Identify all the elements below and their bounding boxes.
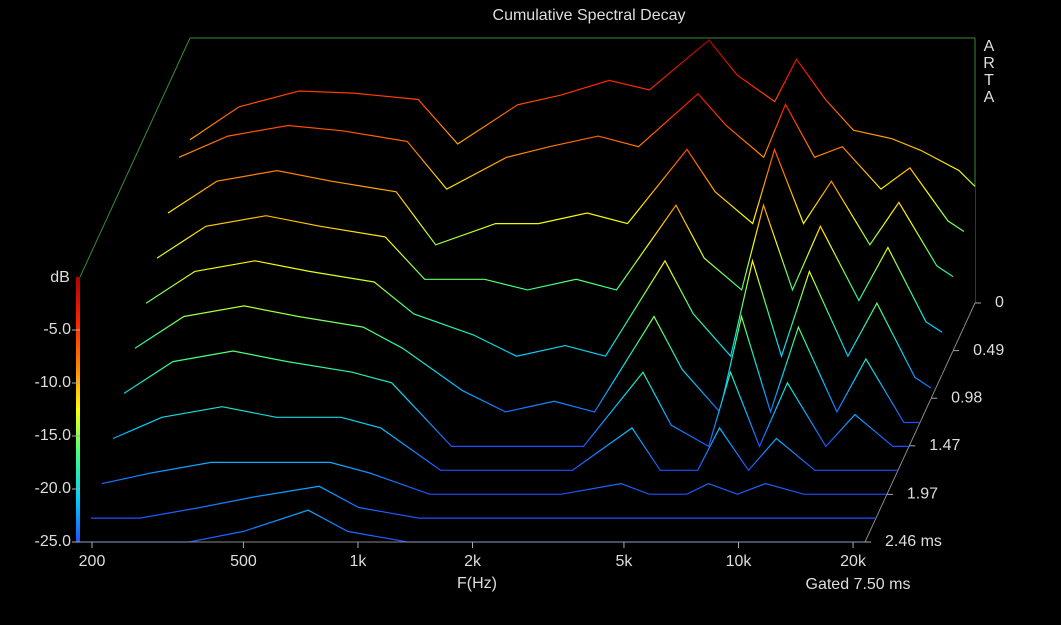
colorbar xyxy=(76,277,80,542)
z-tick-label: 1.47 xyxy=(929,437,960,454)
x-tick-label: 2k xyxy=(464,553,482,570)
y-tick-label: -20.0 xyxy=(35,480,72,497)
y-axis-label: dB xyxy=(50,269,70,286)
slice-line xyxy=(156,203,943,333)
slice-line xyxy=(112,406,898,472)
z-tick-label: 0.98 xyxy=(951,389,982,406)
z-tick-label: 2.46 ms xyxy=(885,533,942,550)
slice-line xyxy=(167,147,954,278)
z-tick-label: 1.97 xyxy=(907,486,938,503)
x-tick-label: 20k xyxy=(840,553,867,570)
z-tick-label: 0.49 xyxy=(973,342,1004,359)
slice-mask xyxy=(102,462,887,495)
x-tick-label: 500 xyxy=(230,553,257,570)
annotation: Gated 7.50 ms xyxy=(806,576,911,593)
x-tick-label: 10k xyxy=(726,553,753,570)
x-tick-label: 200 xyxy=(79,553,106,570)
chart-title: Cumulative Spectral Decay xyxy=(493,7,686,24)
z-tick-label: 0 xyxy=(995,294,1004,311)
x-axis-label: F(Hz) xyxy=(457,575,497,592)
x-tick-label: 1k xyxy=(350,553,368,570)
slice-line xyxy=(123,350,909,448)
y-tick-label: -15.0 xyxy=(35,427,72,444)
slice-mask xyxy=(80,510,865,542)
slice-mask xyxy=(113,406,898,471)
y-tick-label: -25.0 xyxy=(35,533,72,550)
slice-mask xyxy=(91,486,876,519)
y-tick-label: -10.0 xyxy=(35,374,72,391)
frame-line xyxy=(79,37,191,278)
y-tick-label: -5.0 xyxy=(43,321,71,338)
slice-line xyxy=(145,258,932,389)
slice-line xyxy=(134,305,920,424)
slice-line xyxy=(101,461,887,495)
x-tick-label: 5k xyxy=(615,553,633,570)
slice-line xyxy=(189,39,976,187)
slice-line xyxy=(91,485,876,519)
slice-line xyxy=(178,92,965,233)
